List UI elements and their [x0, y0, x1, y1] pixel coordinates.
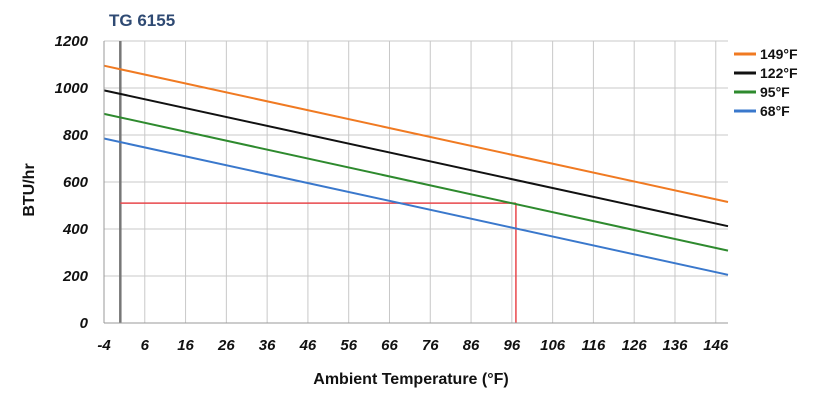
legend-label: 149°F [760, 46, 798, 62]
y-tick-label: 200 [62, 268, 89, 285]
x-tick-label: 16 [177, 337, 194, 354]
x-tick-label: 126 [622, 337, 648, 354]
x-tick-label: 66 [381, 337, 398, 354]
legend-label: 68°F [760, 103, 790, 119]
series-line [103, 137, 729, 276]
y-tick-labels: 0 200 400 600 800 1000 1200 [55, 33, 89, 332]
x-tick-label: 76 [422, 337, 439, 354]
x-tick-label: 96 [503, 337, 520, 354]
x-tick-label: 46 [299, 337, 317, 354]
y-tick-label: 0 [80, 315, 89, 332]
series-line [103, 89, 729, 228]
x-axis-label: Ambient Temperature (°F) [313, 371, 508, 388]
series-line [103, 112, 729, 252]
x-tick-label: -4 [97, 337, 111, 354]
x-tick-label: 86 [463, 337, 480, 354]
x-tick-labels: -4 6 16 26 36 46 56 66 76 86 96 106 116 126 136 146 [97, 337, 729, 354]
x-tick-label: 26 [217, 337, 235, 354]
legend: 149°F 122°F 95°F 68°F [734, 46, 798, 119]
x-tick-label: 136 [662, 337, 688, 354]
legend-label: 122°F [760, 65, 798, 81]
x-tick-label: 56 [340, 337, 357, 354]
y-tick-label: 800 [63, 127, 89, 144]
y-tick-label: 400 [62, 221, 89, 238]
axes [103, 41, 728, 324]
x-tick-label: 146 [703, 337, 729, 354]
series-lines [103, 64, 729, 276]
y-tick-label: 1200 [55, 33, 89, 50]
chart-title: TG 6155 [109, 11, 175, 30]
x-tick-label: 36 [259, 337, 276, 354]
legend-label: 95°F [760, 84, 790, 100]
reference-lines [120, 202, 517, 323]
x-tick-label: 106 [540, 337, 566, 354]
x-tick-label: 6 [141, 337, 150, 354]
series-line [103, 64, 729, 203]
x-tick-label: 116 [581, 337, 606, 354]
y-axis-label: BTU/hr [21, 163, 38, 216]
y-tick-label: 600 [63, 174, 89, 191]
y-tick-label: 1000 [55, 80, 89, 97]
